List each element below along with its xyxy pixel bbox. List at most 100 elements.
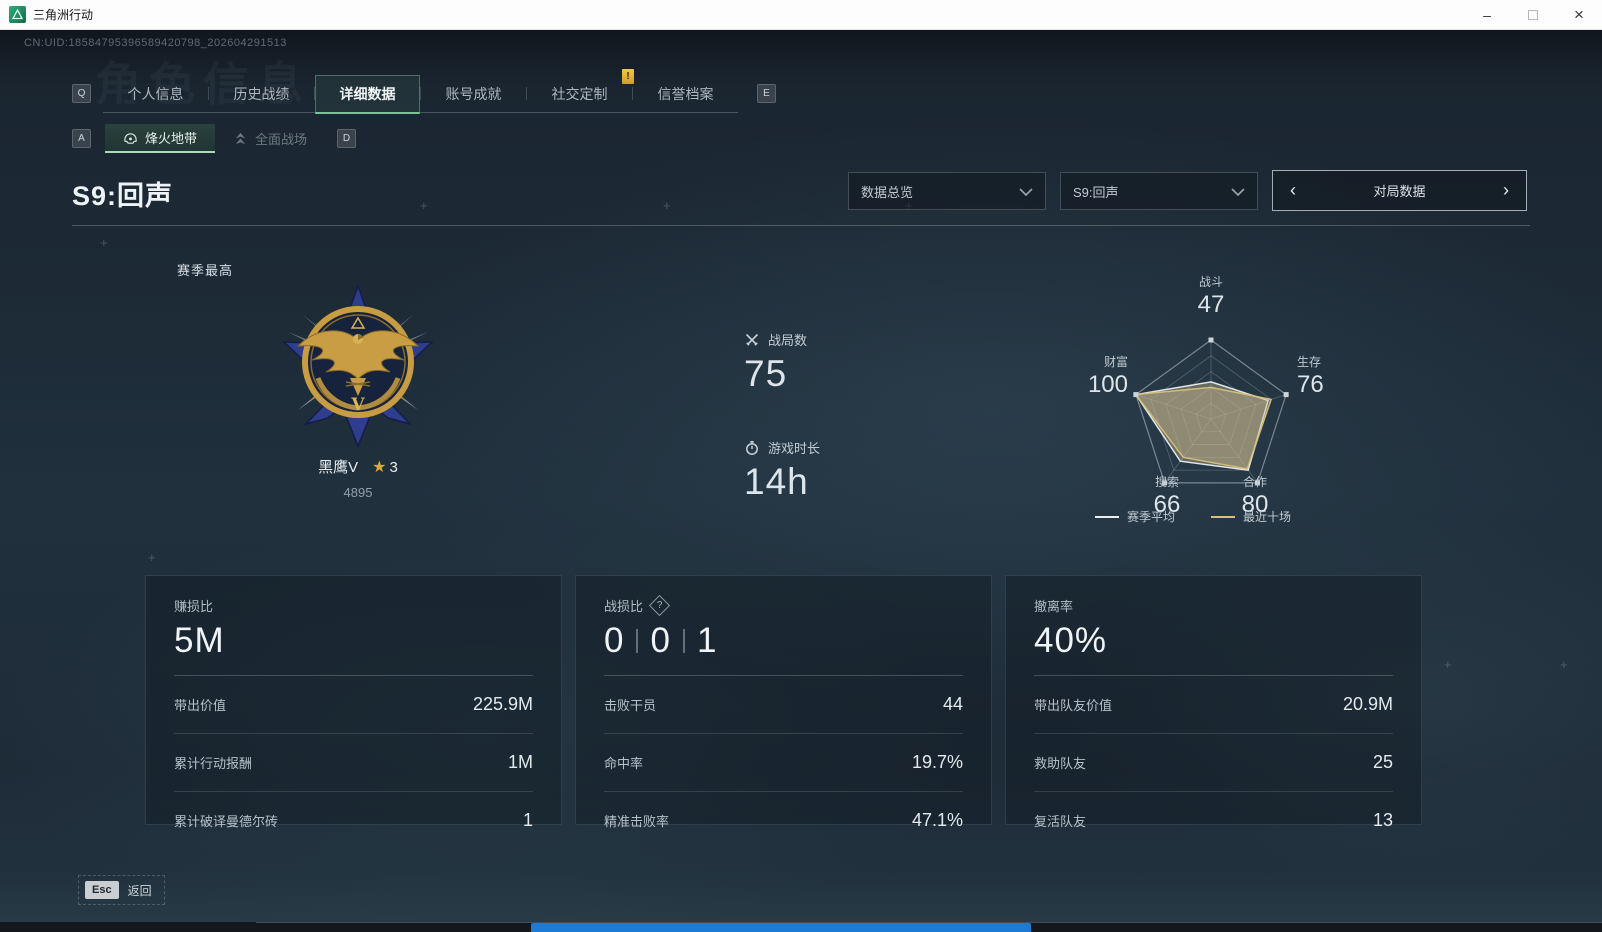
crossed-swords-icon	[745, 333, 759, 346]
back-button[interactable]: Esc 返回	[78, 875, 165, 905]
season-title: S9:回声	[72, 181, 174, 211]
card-row: 复活队友 13	[1034, 791, 1393, 849]
tab-divider	[314, 87, 315, 100]
app-logo-icon	[9, 6, 26, 23]
keyhint-next-tab: E	[757, 84, 776, 103]
tab-divider	[526, 87, 527, 100]
legend-swatch	[1211, 515, 1236, 518]
header-divider	[72, 225, 1530, 226]
radar-axis-wealth: 财富 100	[1087, 355, 1128, 398]
subtab-warfare[interactable]: 全面战场	[215, 124, 325, 153]
window-titlebar: 三角洲行动 – ×	[0, 0, 1602, 30]
stat-play-time: 游戏时长 14h	[744, 438, 820, 503]
player-uid: CN:UID:18584795396589420798_202604291513	[24, 37, 287, 49]
star-icon: ★	[372, 459, 387, 476]
keyhint-prev-subtab: A	[72, 129, 91, 148]
rank-chevron-icon	[235, 132, 246, 144]
radar-legend: 赛季平均 最近十场	[1095, 508, 1335, 525]
pager-label: 对局数据	[1373, 184, 1426, 199]
chevron-right-icon[interactable]: ›	[1502, 180, 1509, 200]
tab-social[interactable]: 社交定制	[551, 85, 608, 102]
stat-match-count: 战局数 75	[744, 330, 807, 395]
tab-personal-info[interactable]: 个人信息	[127, 85, 184, 102]
stat-value: 14h	[744, 461, 809, 502]
ghost-page-title: 角色信息	[95, 58, 311, 110]
rank-name-line: 黑鹰V ★ 3	[258, 456, 458, 477]
minimize-icon[interactable]: –	[1483, 7, 1491, 23]
star-count: 3	[389, 459, 398, 476]
taskbar-edge	[256, 922, 1602, 923]
back-label: 返回	[127, 883, 152, 898]
decor-plus: +	[1560, 657, 1568, 672]
card-title: 赚损比	[174, 599, 214, 614]
card-title: 撤离率	[1034, 599, 1074, 614]
subtab-label: 全面战场	[255, 132, 308, 147]
card-extraction: 撤离率 40% 带出队友价值 20.9M 救助队友 25 复活队友 13	[1005, 575, 1422, 830]
legend-season-average: 赛季平均	[1095, 508, 1175, 525]
stopwatch-icon	[746, 440, 758, 455]
card-row: 带出队友价值 20.9M	[1034, 675, 1393, 733]
chevron-down-icon	[1231, 184, 1245, 199]
radar-chart: 战斗 47 生存 76 合作 80 搜索 66 财富 100	[1060, 245, 1380, 555]
esc-key-badge: Esc	[85, 881, 119, 899]
keyhint-next-subtab: D	[337, 129, 356, 148]
data-overview-dropdown[interactable]: 数据总览	[848, 172, 1046, 210]
radar-axis-search: 搜索 66	[1153, 475, 1181, 518]
tab-divider	[420, 87, 421, 100]
rank-medal: V	[258, 282, 458, 452]
main-tab-bar: 个人信息 历史战绩 详细数据 账号成就 社交定制 信誉档案	[103, 75, 738, 114]
dropdown-value: S9:回声	[1073, 184, 1119, 200]
rank-name: 黑鹰V	[318, 459, 359, 476]
card-row: 击败干员 44	[604, 675, 963, 733]
card-value: 5M	[174, 621, 225, 660]
game-viewport: 角色信息 CN:UID:18584795396589420798_2026042…	[0, 30, 1602, 932]
maximize-icon[interactable]	[1510, 0, 1556, 30]
tab-reputation[interactable]: 信誉档案	[657, 85, 714, 102]
legend-swatch	[1095, 515, 1119, 518]
card-profit: 赚损比 5M 带出价值 225.9M 累计行动报酬 1M 累计破译曼德尔砖 1	[145, 575, 562, 830]
decor-plus: +	[663, 198, 671, 213]
stat-label: 战局数	[768, 333, 808, 348]
card-row: 救助队友 25	[1034, 733, 1393, 791]
radar-axis-cooperation: 合作 80	[1241, 475, 1269, 518]
tab-achievements[interactable]: 账号成就	[445, 85, 502, 102]
decor-plus: +	[420, 198, 428, 213]
help-icon[interactable]: ?	[648, 594, 671, 617]
keyhint-prev-tab: Q	[72, 84, 91, 103]
window-title: 三角洲行动	[33, 8, 94, 22]
radar-axis-combat: 战斗 47	[1197, 275, 1225, 318]
os-taskbar	[0, 922, 1602, 932]
card-title: 战损比	[604, 599, 644, 614]
season-dropdown[interactable]: S9:回声	[1060, 172, 1258, 210]
match-data-pager[interactable]: ‹ 对局数据 ›	[1272, 170, 1527, 211]
subtab-hazard-zone[interactable]: 烽火地带	[105, 124, 216, 153]
card-row: 带出价值 225.9M	[174, 675, 533, 733]
tab-history[interactable]: 历史战绩	[233, 85, 290, 102]
card-row: 累计破译曼德尔砖 1	[174, 791, 533, 849]
notification-badge: !	[622, 69, 634, 84]
card-row: 精准击败率 47.1%	[604, 791, 963, 849]
dropdown-value: 数据总览	[861, 184, 914, 200]
helmet-icon	[124, 132, 137, 144]
mode-tab-bar: 烽火地带 全面战场	[105, 124, 325, 153]
stat-label: 游戏时长	[768, 441, 821, 456]
card-row: 累计行动报酬 1M	[174, 733, 533, 791]
svg-text:V: V	[350, 395, 365, 415]
season-best-label: 赛季最高	[177, 263, 234, 278]
tab-divider	[208, 87, 209, 100]
chevron-down-icon	[1019, 184, 1033, 199]
card-row: 命中率 19.7%	[604, 733, 963, 791]
decor-plus: +	[148, 550, 156, 565]
chevron-left-icon[interactable]: ‹	[1290, 180, 1296, 200]
radar-axis-survival: 生存 76	[1297, 355, 1324, 398]
tab-detailed-data[interactable]: 详细数据	[315, 75, 420, 114]
tab-divider	[632, 87, 633, 100]
rank-points: 4895	[343, 485, 373, 500]
taskbar-app-button[interactable]	[531, 923, 1031, 932]
close-icon[interactable]: ×	[1574, 5, 1584, 24]
decor-plus: +	[100, 235, 108, 250]
legend-recent-ten: 最近十场	[1211, 508, 1291, 525]
card-value: 40%	[1034, 621, 1108, 660]
